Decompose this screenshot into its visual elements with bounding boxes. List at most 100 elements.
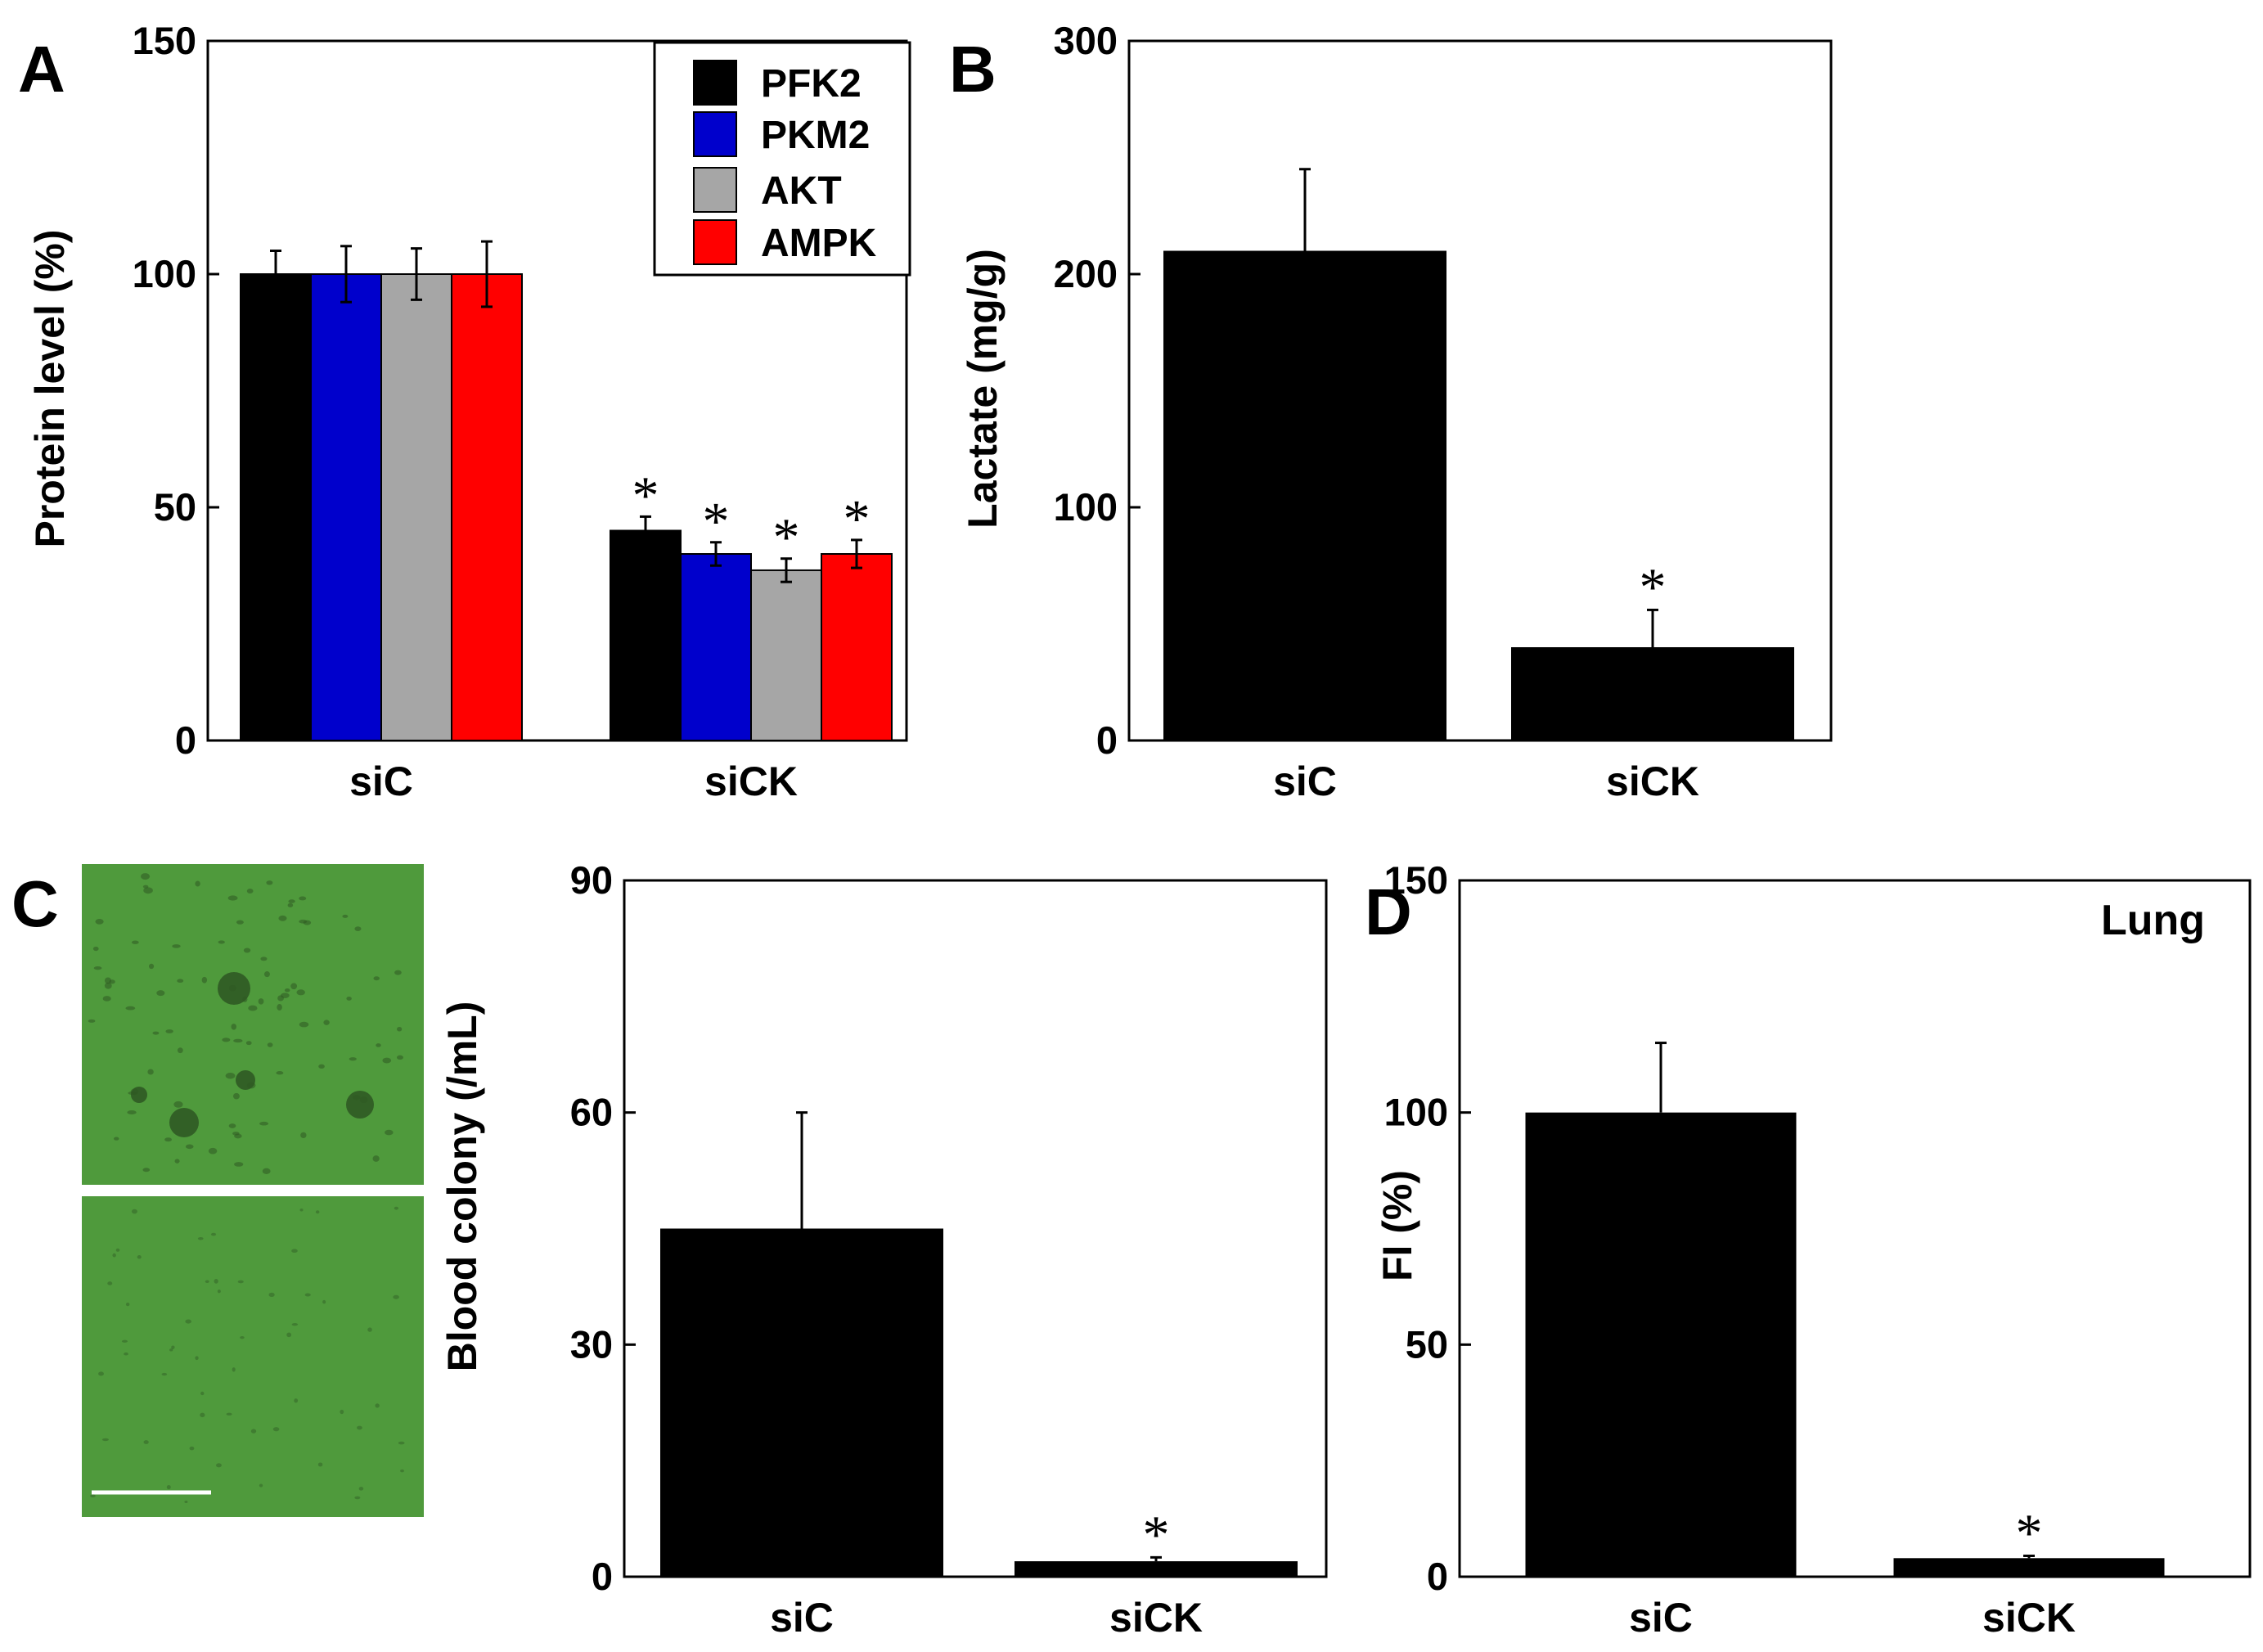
legend-label-pkm2: PKM2 <box>761 114 870 157</box>
panel-label-d: D <box>1365 876 1412 948</box>
single-cell <box>318 1064 325 1069</box>
y-tick-label-b: 0 <box>1096 718 1118 762</box>
single-cell <box>232 1367 236 1372</box>
single-cell <box>291 1249 298 1254</box>
single-cell <box>281 993 290 998</box>
single-cell <box>267 1042 273 1047</box>
single-cell <box>185 1144 194 1150</box>
cell-colony <box>169 1108 199 1137</box>
single-cell <box>200 1391 205 1396</box>
x-category-label-c: siC <box>770 1595 834 1641</box>
x-category-label-b: siCK <box>1606 758 1699 804</box>
y-axis-label-a: Protein level (%) <box>27 230 73 548</box>
single-cell <box>272 1427 280 1432</box>
single-cell <box>225 1073 236 1079</box>
single-cell <box>152 1031 160 1035</box>
chart-panel-b: Lactate (mg/g) 0 100 200 300 * siC siCK <box>960 19 1833 804</box>
significance-marker: * <box>632 466 659 525</box>
single-cell <box>227 895 238 901</box>
single-cell <box>385 1129 394 1136</box>
single-cell <box>93 966 102 970</box>
single-cell <box>250 1429 257 1434</box>
single-cell <box>290 983 298 990</box>
single-cell <box>349 1057 357 1061</box>
single-cell <box>156 990 165 997</box>
single-cell <box>315 1210 320 1214</box>
bar-c-sick <box>1015 1561 1298 1577</box>
single-cell <box>101 1438 109 1442</box>
bar-d-sick <box>1893 1558 2165 1577</box>
single-cell <box>127 1110 137 1115</box>
single-cell <box>208 1147 218 1155</box>
single-cell <box>231 1024 236 1030</box>
x-category-label-b: siC <box>1273 758 1337 804</box>
single-cell <box>137 1255 142 1259</box>
single-cell <box>173 1101 183 1108</box>
single-cell <box>148 963 155 970</box>
single-cell <box>398 1441 405 1445</box>
single-cell <box>130 1088 139 1096</box>
single-cell <box>394 1206 399 1210</box>
bar-ampk-sick <box>821 553 893 741</box>
significance-marker: * <box>844 489 871 549</box>
single-cell <box>107 1281 113 1285</box>
bar-pfk2-sick <box>610 529 682 741</box>
single-cell <box>237 1280 244 1284</box>
single-cell <box>121 1339 128 1343</box>
single-cell <box>161 1372 168 1376</box>
single-cell <box>354 926 362 931</box>
micrograph-panel-c <box>82 864 424 1517</box>
single-cell <box>259 1483 263 1488</box>
bar-b-sic <box>1163 250 1446 740</box>
panel-label-a: A <box>18 33 65 106</box>
single-cell <box>172 944 181 948</box>
single-cell <box>218 940 225 944</box>
single-cell <box>291 1323 299 1326</box>
panel-label-c: C <box>11 867 59 940</box>
single-cell <box>304 1293 311 1297</box>
significance-marker: * <box>2016 1503 2043 1563</box>
single-cell <box>197 1236 204 1240</box>
y-axis-label-c: Blood colony (/mL) <box>439 1002 485 1372</box>
legend-swatch-ampk <box>693 219 737 265</box>
single-cell <box>201 976 208 984</box>
single-cell <box>375 1403 380 1408</box>
single-cell <box>268 1292 275 1297</box>
single-cell <box>88 1019 96 1023</box>
single-cell <box>276 1071 284 1075</box>
single-cell <box>205 1280 209 1283</box>
single-cell <box>102 996 111 1002</box>
y-tick-label-a: 150 <box>133 19 196 62</box>
bar-d-sic <box>1525 1112 1797 1577</box>
single-cell <box>147 1069 154 1075</box>
bar-akt-sick <box>750 569 822 742</box>
single-cell <box>353 1095 361 1101</box>
single-cell <box>177 1047 183 1054</box>
y-tick-label-c: 30 <box>570 1322 613 1366</box>
single-cell <box>277 1004 282 1011</box>
legend-swatch-pfk2 <box>693 60 737 106</box>
single-cell <box>393 1294 399 1299</box>
single-cell <box>367 1327 372 1332</box>
chart-panel-c: Blood colony (/mL) 0 30 60 90 * siC siCK <box>439 858 1328 1641</box>
single-cell <box>214 1278 218 1284</box>
single-cell <box>113 1137 119 1141</box>
single-cell <box>232 1132 240 1136</box>
single-cell <box>177 979 184 984</box>
single-cell <box>174 1159 180 1164</box>
bar-ampk-sic <box>451 273 523 741</box>
single-cell <box>248 1005 258 1011</box>
bar-pkm2-sick <box>680 553 752 741</box>
x-category-label-a: siCK <box>704 758 798 804</box>
single-cell <box>288 899 295 903</box>
single-cell <box>228 1123 236 1128</box>
y-tick-label-c: 90 <box>570 858 613 902</box>
single-cell <box>286 1332 292 1338</box>
single-cell <box>222 1038 231 1042</box>
legend-swatch-pkm2 <box>693 111 737 157</box>
single-cell <box>262 1168 271 1174</box>
single-cell <box>216 1463 222 1468</box>
single-cell <box>234 1162 244 1167</box>
single-cell <box>90 1494 96 1498</box>
single-cell <box>373 976 380 981</box>
